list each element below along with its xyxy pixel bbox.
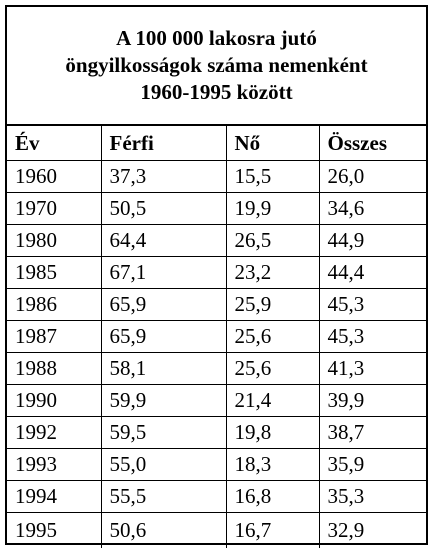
title-box: A 100 000 lakosra jutó öngyilkosságok sz… bbox=[7, 7, 426, 126]
table-cell: 26,0 bbox=[318, 160, 426, 193]
table-cell: 39,9 bbox=[318, 384, 426, 417]
table-row: 1995 50,6 16,7 32,9 bbox=[7, 512, 426, 548]
table-row: 1987 65,9 25,6 45,3 bbox=[7, 320, 426, 353]
table-cell: 16,8 bbox=[225, 480, 320, 513]
table-cell: 45,3 bbox=[318, 320, 426, 353]
table-cell: 64,4 bbox=[100, 224, 227, 257]
table-row: 1993 55,0 18,3 35,9 bbox=[7, 448, 426, 481]
table-frame: A 100 000 lakosra jutó öngyilkosságok sz… bbox=[5, 5, 428, 548]
table-cell: 1990 bbox=[7, 384, 102, 417]
table-cell: 59,5 bbox=[100, 416, 227, 449]
title-line: öngyilkosságok száma nemenként bbox=[65, 53, 368, 77]
table-body: 1960 37,3 15,5 26,0 1970 50,5 19,9 34,6 1980 64,4… bbox=[7, 160, 426, 548]
table-cell: 16,7 bbox=[225, 512, 320, 548]
table-cell: 34,6 bbox=[318, 192, 426, 225]
table-cell: 37,3 bbox=[100, 160, 227, 193]
table-row: 1980 64,4 26,5 44,9 bbox=[7, 224, 426, 257]
header-cell: Férfi bbox=[100, 126, 227, 161]
table-cell: 65,9 bbox=[100, 320, 227, 353]
table-cell: 21,4 bbox=[225, 384, 320, 417]
table-row: 1992 59,5 19,8 38,7 bbox=[7, 416, 426, 449]
table-row: 1960 37,3 15,5 26,0 bbox=[7, 160, 426, 193]
table-cell: 26,5 bbox=[225, 224, 320, 257]
table-row: 1985 67,1 23,2 44,4 bbox=[7, 256, 426, 289]
table-cell: 55,5 bbox=[100, 480, 227, 513]
table-cell: 1994 bbox=[7, 480, 102, 513]
table-cell: 1970 bbox=[7, 192, 102, 225]
table-row: 1990 59,9 21,4 39,9 bbox=[7, 384, 426, 417]
table-cell: 18,3 bbox=[225, 448, 320, 481]
table-row: 1988 58,1 25,6 41,3 bbox=[7, 352, 426, 385]
table-row: 1994 55,5 16,8 35,3 bbox=[7, 480, 426, 513]
table-cell: 44,4 bbox=[318, 256, 426, 289]
table-cell: 1995 bbox=[7, 512, 102, 548]
table-cell: 25,6 bbox=[225, 352, 320, 385]
table-row: 1986 65,9 25,9 45,3 bbox=[7, 288, 426, 321]
table-cell: 25,9 bbox=[225, 288, 320, 321]
table-cell: 1960 bbox=[7, 160, 102, 193]
table-cell: 55,0 bbox=[100, 448, 227, 481]
table-cell: 44,9 bbox=[318, 224, 426, 257]
header-cell: Nő bbox=[225, 126, 320, 161]
table-row: 1970 50,5 19,9 34,6 bbox=[7, 192, 426, 225]
table-cell: 65,9 bbox=[100, 288, 227, 321]
title-line: A 100 000 lakosra jutó bbox=[116, 26, 317, 50]
data-table: Év Férfi Nő Összes 1960 37,3 15,5 26,0 1970 50,5… bbox=[7, 126, 426, 548]
table-cell: 19,9 bbox=[225, 192, 320, 225]
table-cell: 32,9 bbox=[318, 512, 426, 548]
table-cell: 1988 bbox=[7, 352, 102, 385]
table-cell: 38,7 bbox=[318, 416, 426, 449]
title-line: 1960-1995 között bbox=[140, 80, 293, 104]
table-cell: 59,9 bbox=[100, 384, 227, 417]
table-cell: 1992 bbox=[7, 416, 102, 449]
table-cell: 23,2 bbox=[225, 256, 320, 289]
table-cell: 45,3 bbox=[318, 288, 426, 321]
table-cell: 1993 bbox=[7, 448, 102, 481]
table-cell: 1987 bbox=[7, 320, 102, 353]
table-cell: 41,3 bbox=[318, 352, 426, 385]
table-cell: 1980 bbox=[7, 224, 102, 257]
table-cell: 35,9 bbox=[318, 448, 426, 481]
table-cell: 50,5 bbox=[100, 192, 227, 225]
header-cell: Összes bbox=[318, 126, 426, 161]
header-row: Év Férfi Nő Összes bbox=[7, 126, 426, 161]
table-cell: 1986 bbox=[7, 288, 102, 321]
table-cell: 67,1 bbox=[100, 256, 227, 289]
table-cell: 15,5 bbox=[225, 160, 320, 193]
table-cell: 50,6 bbox=[100, 512, 227, 548]
table-cell: 35,3 bbox=[318, 480, 426, 513]
table-cell: 58,1 bbox=[100, 352, 227, 385]
table-cell: 19,8 bbox=[225, 416, 320, 449]
table-cell: 1985 bbox=[7, 256, 102, 289]
header-cell: Év bbox=[7, 126, 102, 161]
table-cell: 25,6 bbox=[225, 320, 320, 353]
